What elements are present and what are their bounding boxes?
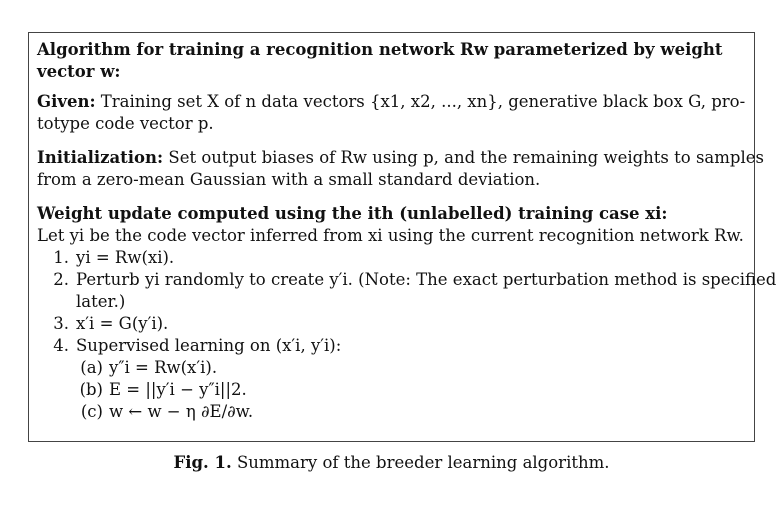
substep-b: (b) E = ||y′i − y″i||2. [37, 379, 746, 401]
init-text: Set output biases of Rw using p, and the… [163, 148, 764, 167]
substep-label: (c) [80, 402, 103, 421]
update-intro: Let yi be the code vector inferred from … [37, 226, 744, 245]
given-label: Given: [37, 92, 96, 111]
step-number: 1. [53, 248, 69, 267]
figure-caption: Fig. 1. Summary of the breeder learning … [0, 452, 783, 474]
step-4: 4. Supervised learning on (x′i, y′i): [37, 335, 746, 357]
init-line2: from a zero-mean Gaussian with a small s… [37, 170, 541, 189]
substep-text: y″i = Rw(x′i). [109, 358, 218, 377]
step-2-continuation: later.) [76, 292, 126, 311]
step-text: Perturb yi randomly to create y′i. (Note… [76, 270, 777, 289]
step-text: Supervised learning on (x′i, y′i): [76, 336, 342, 355]
substep-label: (b) [79, 380, 103, 399]
step-3: 3. x′i = G(y′i). [37, 313, 746, 335]
given-text: Training set X of n data vectors {x1, x2… [95, 92, 746, 111]
init-label: Initialization: [37, 148, 164, 167]
given-line2: totype code vector p. [37, 114, 214, 133]
init-line1: Initialization: Set output biases of Rw … [37, 147, 764, 169]
update-heading: Weight update computed using the ith (un… [37, 204, 668, 223]
given-line1: Given: Training set X of n data vectors … [37, 91, 746, 113]
step-text: yi = Rw(xi). [76, 248, 175, 267]
substep-a: (a) y″i = Rw(x′i). [37, 357, 746, 379]
substep-text: E = ||y′i − y″i||2. [109, 380, 247, 399]
caption-label: Fig. 1. [173, 453, 232, 472]
step-number: 2. [53, 270, 69, 289]
step-number: 3. [53, 314, 69, 333]
algorithm-title-line2: vector w: [37, 62, 121, 81]
substep-text: w ← w − η ∂E/∂w. [109, 402, 254, 421]
algorithm-box: Algorithm for training a recognition net… [28, 32, 776, 442]
step-text: x′i = G(y′i). [76, 314, 169, 333]
substep-c: (c) w ← w − η ∂E/∂w. [37, 401, 746, 423]
algorithm-title-line1: Algorithm for training a recognition net… [37, 40, 723, 59]
step-2: 2. Perturb yi randomly to create y′i. (N… [37, 269, 776, 291]
substep-label: (a) [80, 358, 103, 377]
caption-text: Summary of the breeder learning algorith… [231, 453, 610, 472]
step-1: 1. yi = Rw(xi). [37, 247, 746, 269]
step-number: 4. [53, 336, 69, 355]
